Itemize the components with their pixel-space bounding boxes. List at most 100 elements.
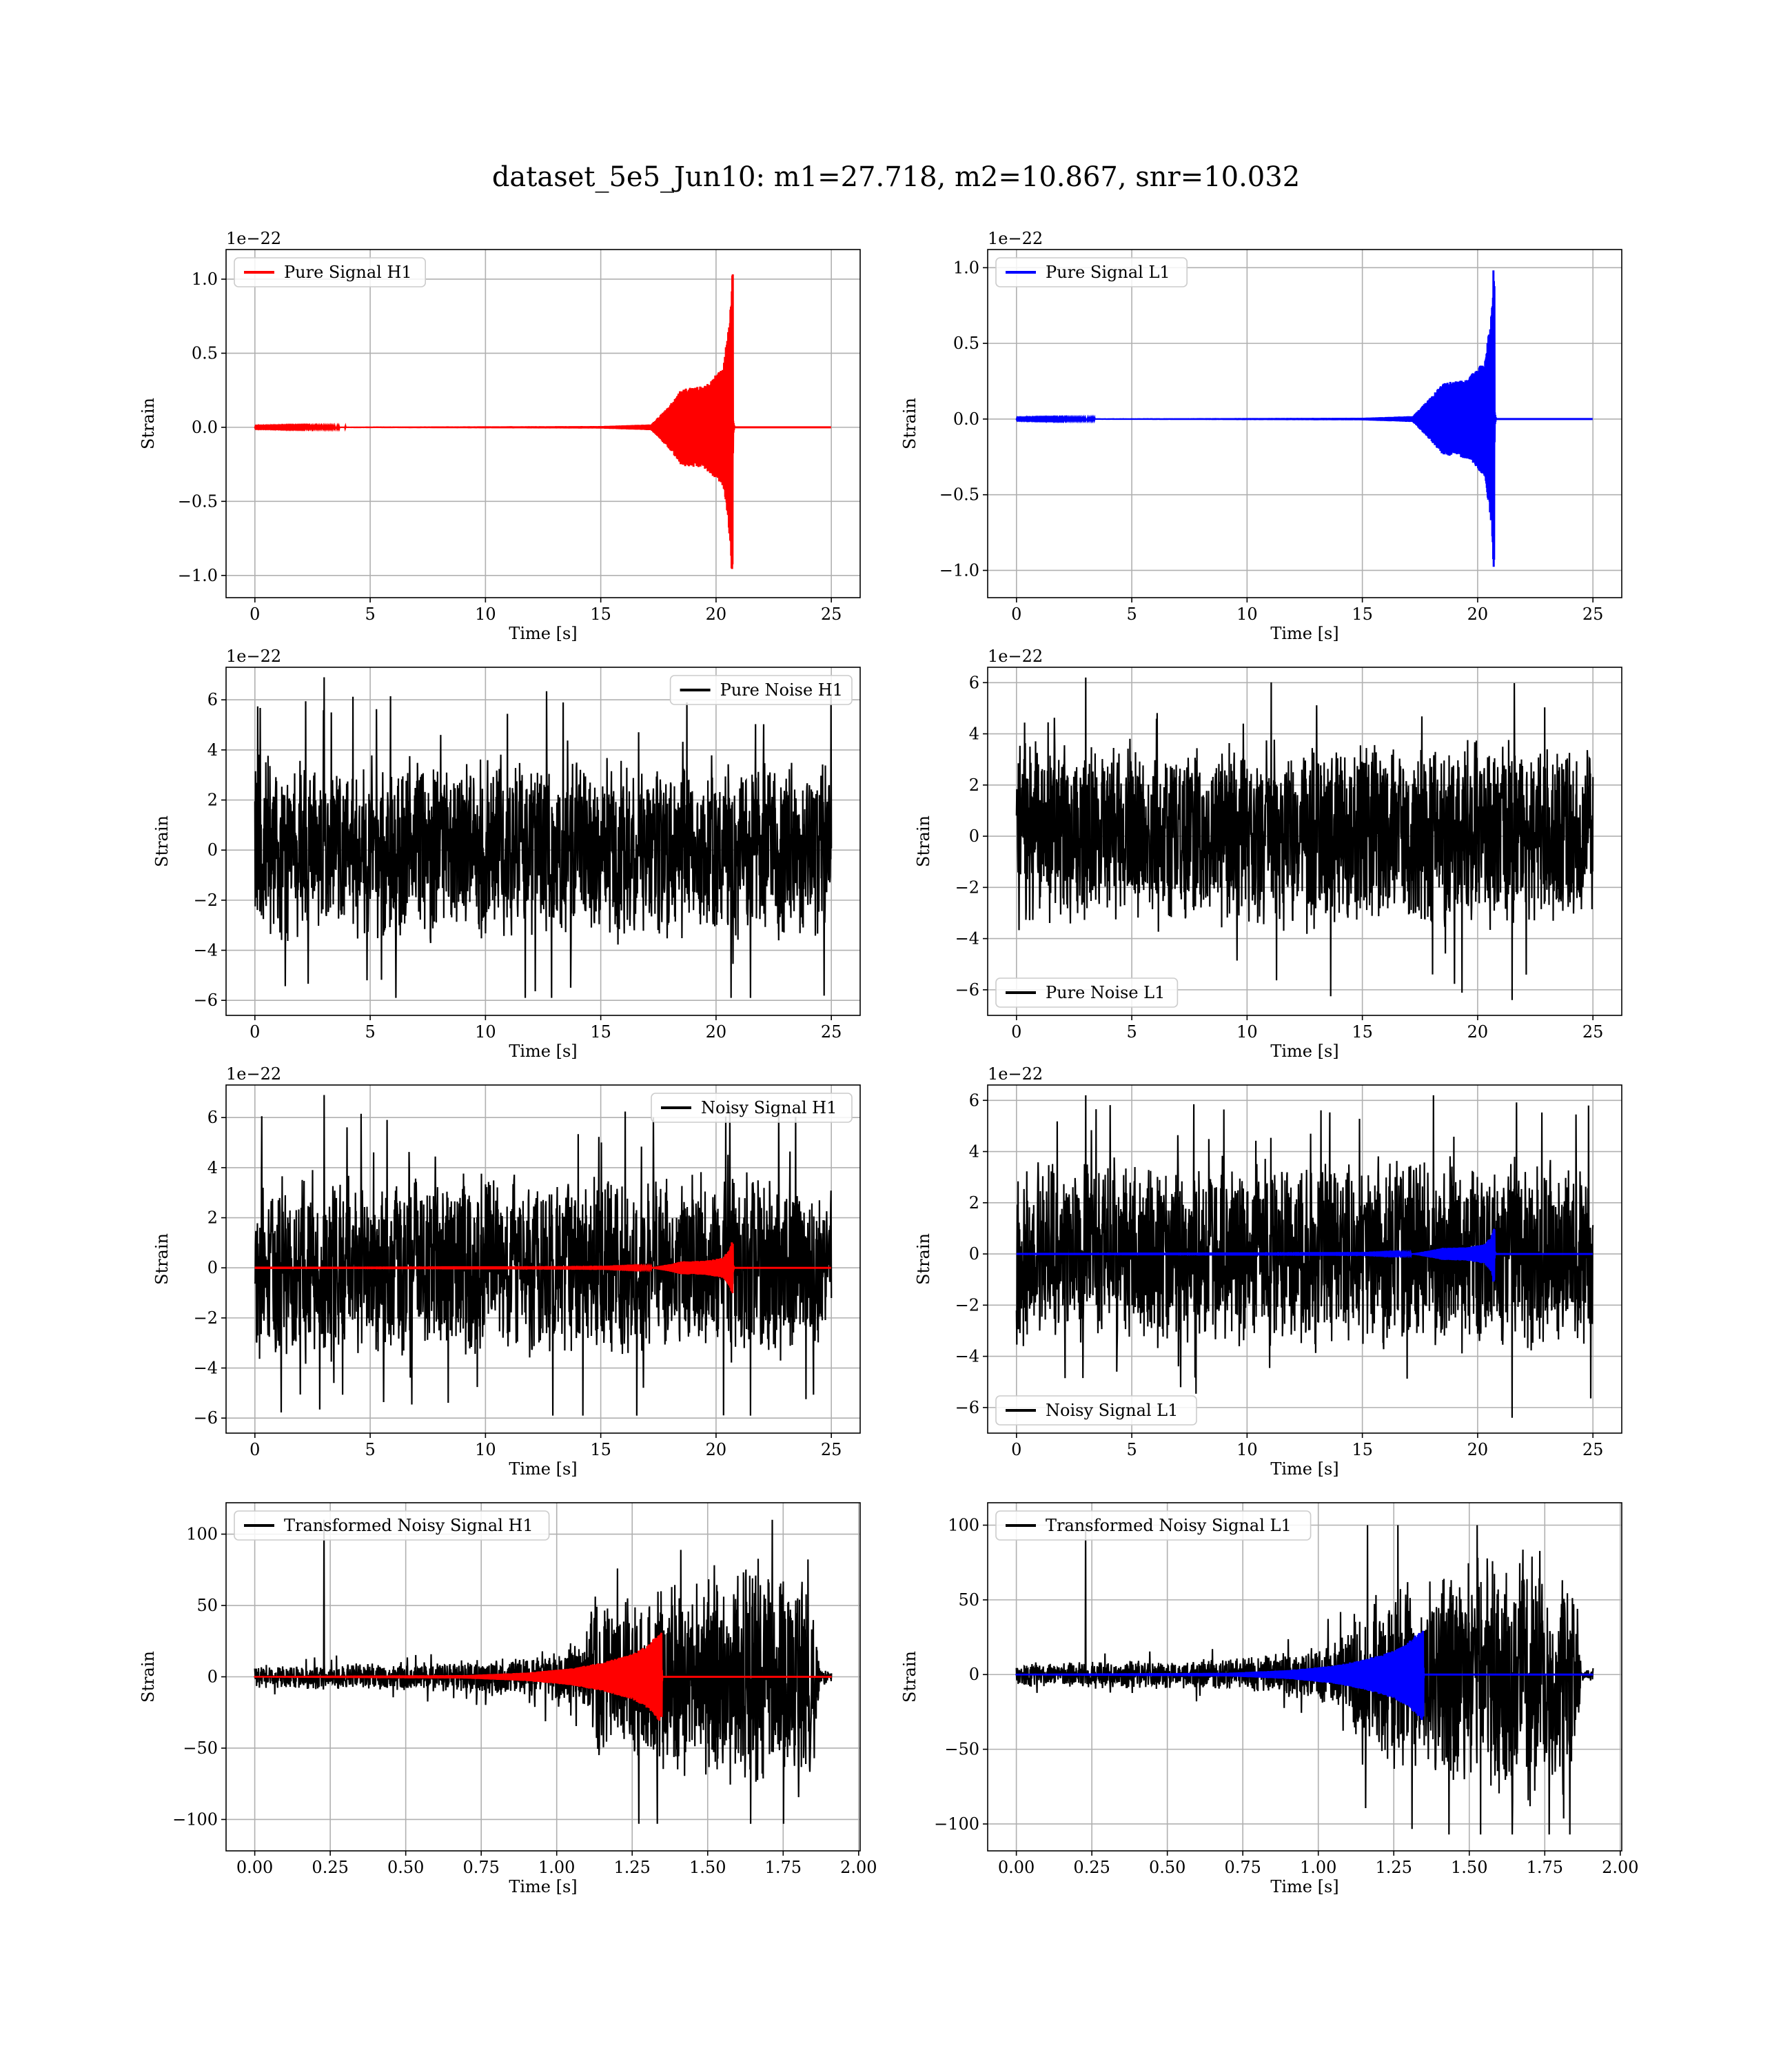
y-tick-label: −6 (194, 991, 218, 1010)
y-tick-label: −2 (955, 1295, 979, 1315)
offset-text: 1e−22 (988, 647, 1043, 666)
legend-box (995, 1510, 1312, 1541)
legend: Pure Signal L1 (995, 257, 1188, 287)
x-axis-label: Time [s] (1270, 1877, 1338, 1896)
x-axis-label: Time [s] (509, 1042, 577, 1061)
x-axis-label: Time [s] (509, 1459, 577, 1479)
x-tick-label: 10 (1236, 1440, 1258, 1459)
grid (988, 250, 1622, 598)
x-axis-label: Time [s] (1270, 1042, 1338, 1061)
x-tick-label: 10 (475, 605, 496, 624)
legend-label: Pure Noise L1 (1046, 983, 1165, 1002)
x-tick-label: 1.25 (1376, 1858, 1412, 1877)
x-tick-label: 2.00 (840, 1858, 877, 1877)
noise-trace (254, 677, 833, 998)
noise-trace (1015, 677, 1594, 1000)
y-tick-label: 0 (207, 840, 218, 860)
legend-box (995, 977, 1179, 1008)
x-tick-label: 0 (250, 605, 260, 624)
y-tick-label: −50 (183, 1738, 218, 1758)
y-tick-label: 0.0 (192, 418, 218, 437)
x-tick-label: 25 (821, 605, 842, 624)
x-tick-label: 0.25 (1073, 1858, 1110, 1877)
y-tick-label: 2 (207, 791, 218, 810)
legend-label: Noisy Signal H1 (701, 1098, 837, 1117)
y-tick-label: 2 (207, 1208, 218, 1228)
legend: Pure Signal H1 (234, 257, 427, 287)
x-tick-label: 2.00 (1602, 1858, 1638, 1877)
y-tick-label: 1.0 (953, 258, 979, 277)
axes-frame (987, 667, 1622, 1016)
figure-title: dataset_5e5_Jun10: m1=27.718, m2=10.867,… (492, 161, 1300, 193)
y-tick-label: −4 (194, 941, 218, 960)
axes-frame (987, 1502, 1622, 1852)
x-tick-label: 20 (706, 1440, 727, 1459)
y-tick-label: −2 (194, 891, 218, 910)
signal-trace (254, 1242, 831, 1294)
x-tick-label: 0 (250, 1440, 260, 1459)
x-tick-label: 5 (365, 605, 375, 624)
subplot-4: 0 5 10 15 20 25 −6 −4 −2 0 2 4 6 Time [s] Strain 1e−22 P… (914, 647, 1622, 1061)
x-tick-label: 10 (475, 1440, 496, 1459)
subplot-5: 0 5 10 15 20 25 −6 −4 −2 0 2 4 6 Time [s] Strain 1e−22 N… (152, 1064, 861, 1479)
x-tick-label: 5 (365, 1440, 375, 1459)
y-tick-label: 0 (207, 1258, 218, 1277)
x-tick-label: 25 (1582, 1022, 1604, 1042)
legend-box (651, 1093, 853, 1123)
x-tick-label: 0 (1011, 1440, 1021, 1459)
series-group (254, 1095, 833, 1416)
x-tick-label: 0.75 (462, 1858, 499, 1877)
x-tick-label: 10 (1236, 605, 1258, 624)
legend: Noisy Signal L1 (995, 1395, 1197, 1426)
noise-trace (254, 1519, 833, 1824)
x-tick-label: 0 (250, 1022, 260, 1042)
x-tick-label: 25 (821, 1440, 842, 1459)
y-tick-label: 4 (207, 740, 218, 760)
series-group (254, 1519, 833, 1824)
x-tick-label: 0.00 (236, 1858, 273, 1877)
y-tick-label: 2 (969, 776, 979, 795)
series-group (1015, 270, 1593, 567)
y-tick-label: −6 (955, 980, 979, 1000)
offset-text: 1e−22 (988, 229, 1043, 248)
x-tick-label: 15 (1352, 1022, 1373, 1042)
x-tick-label: 20 (1467, 605, 1489, 624)
x-tick-label: 0 (1011, 1022, 1021, 1042)
x-axis-label: Time [s] (1270, 624, 1338, 643)
legend-label: Noisy Signal L1 (1046, 1401, 1178, 1420)
axes-frame (225, 1084, 861, 1434)
y-axis-label: Strain (152, 815, 172, 867)
noise-trace (254, 1095, 833, 1416)
y-tick-label: −2 (194, 1308, 218, 1328)
legend-label: Transformed Noisy Signal L1 (1046, 1516, 1292, 1535)
y-tick-label: 0.0 (953, 409, 979, 429)
y-tick-label: 0 (969, 1665, 979, 1684)
x-tick-label: 15 (1352, 1440, 1373, 1459)
x-tick-label: 0.50 (1149, 1858, 1185, 1877)
x-tick-label: 25 (1582, 605, 1604, 624)
x-tick-label: 5 (1126, 1022, 1137, 1042)
y-tick-label: 0.5 (953, 334, 979, 353)
y-tick-label: 6 (969, 673, 979, 692)
x-tick-label: 0.00 (998, 1858, 1035, 1877)
y-tick-label: 100 (948, 1516, 979, 1535)
series-group (254, 274, 831, 569)
y-tick-label: −1.0 (178, 566, 218, 585)
y-tick-label: −4 (194, 1359, 218, 1378)
x-tick-label: 0.50 (387, 1858, 424, 1877)
legend: Noisy Signal H1 (651, 1093, 853, 1123)
x-tick-label: 15 (590, 1022, 611, 1042)
y-tick-label: −4 (955, 929, 979, 949)
series-group (1015, 677, 1594, 1000)
y-axis-label: Strain (139, 398, 158, 449)
legend: Transformed Noisy Signal H1 (234, 1510, 550, 1541)
signal-trace (1016, 1228, 1593, 1282)
series-group (1015, 1095, 1594, 1418)
y-tick-label: 0.5 (192, 343, 218, 363)
axes-frame (225, 249, 861, 598)
x-tick-label: 10 (1236, 1022, 1258, 1042)
y-tick-label: 0 (969, 827, 979, 846)
x-tick-label: 15 (590, 605, 611, 624)
y-tick-label: 6 (969, 1091, 979, 1110)
